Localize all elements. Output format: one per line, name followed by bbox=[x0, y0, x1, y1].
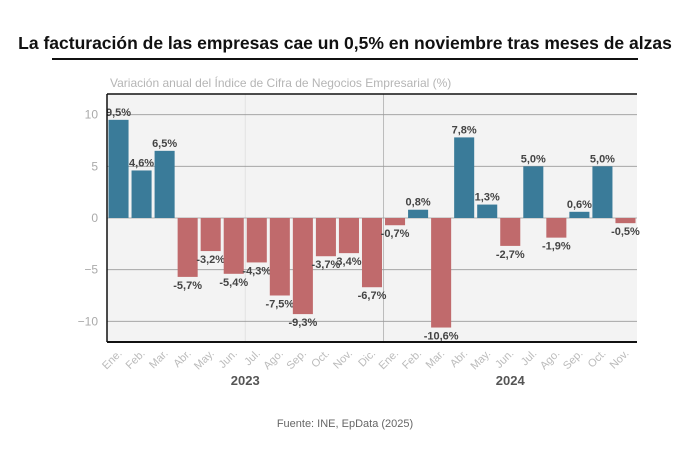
data-label: -5,7% bbox=[173, 280, 202, 292]
x-tick-label: Jun. bbox=[493, 348, 516, 371]
bar bbox=[338, 218, 359, 254]
bar bbox=[246, 218, 267, 263]
data-label: 1,3% bbox=[475, 192, 500, 204]
source-note: Fuente: INE, EpData (2025) bbox=[276, 418, 414, 430]
chart-subtitle: Variación anual del Índice de Cifra de N… bbox=[110, 76, 452, 90]
bar bbox=[408, 209, 429, 218]
y-tick-label: 0 bbox=[91, 211, 98, 225]
x-tick-label: Abr. bbox=[171, 348, 193, 370]
x-tick-label: Mar. bbox=[147, 348, 171, 372]
bar bbox=[108, 119, 129, 218]
data-label: 0,8% bbox=[406, 197, 431, 209]
bar bbox=[500, 218, 521, 246]
x-tick-label: Ago. bbox=[538, 348, 562, 372]
bar bbox=[523, 166, 544, 218]
bar bbox=[315, 218, 336, 257]
x-tick-label: Nov. bbox=[331, 348, 355, 372]
x-tick-label: Oct. bbox=[586, 348, 609, 371]
bar bbox=[454, 137, 475, 218]
bar bbox=[477, 204, 498, 218]
x-tick-label: May. bbox=[469, 348, 494, 373]
bar bbox=[569, 211, 590, 218]
bar bbox=[200, 218, 221, 252]
x-tick-label: Ene. bbox=[377, 348, 401, 372]
bar bbox=[361, 218, 383, 288]
x-tick-label: Mar. bbox=[424, 348, 448, 372]
x-tick-label: Jul. bbox=[519, 348, 540, 369]
x-tick-label: May. bbox=[192, 348, 217, 373]
data-label: -10,6% bbox=[424, 331, 459, 343]
y-tick-label: 5 bbox=[91, 159, 98, 173]
data-label: 5,0% bbox=[590, 153, 615, 165]
x-tick-label: Abr. bbox=[448, 348, 470, 370]
x-tick-label: Feb. bbox=[400, 348, 424, 372]
chart-title: La facturación de las empresas cae un 0,… bbox=[18, 33, 672, 53]
x-tick-label: Oct. bbox=[309, 348, 332, 371]
x-tick-label: Sep. bbox=[561, 348, 585, 372]
x-tick-label: Jun. bbox=[217, 348, 240, 371]
y-tick-label: 10 bbox=[85, 108, 99, 122]
year-label: 2023 bbox=[231, 373, 260, 388]
data-label: -3,2% bbox=[196, 254, 225, 266]
bar bbox=[177, 218, 198, 277]
bar bbox=[592, 166, 613, 218]
data-label: -4,3% bbox=[242, 265, 271, 277]
bar bbox=[269, 218, 290, 296]
bar bbox=[154, 150, 175, 218]
data-label: -3,7% bbox=[312, 259, 341, 271]
data-label: -7,5% bbox=[265, 299, 294, 311]
bar bbox=[546, 218, 567, 238]
data-label: 9,5% bbox=[106, 107, 131, 119]
x-tick-label: Feb. bbox=[124, 348, 148, 372]
x-tick-label: Ene. bbox=[100, 348, 124, 372]
data-label: 4,6% bbox=[129, 157, 154, 169]
x-tick-label: Sep. bbox=[284, 348, 308, 372]
x-tick-label: Dic. bbox=[356, 348, 378, 370]
bar bbox=[615, 218, 636, 224]
data-label: 5,0% bbox=[521, 153, 546, 165]
data-label: -1,9% bbox=[542, 241, 571, 253]
data-label: 0,6% bbox=[567, 199, 592, 211]
x-tick-label: Ago. bbox=[261, 348, 285, 372]
data-label: 6,5% bbox=[152, 138, 177, 150]
x-tick-label: Jul. bbox=[242, 348, 263, 369]
data-label: -5,4% bbox=[219, 277, 248, 289]
bar bbox=[385, 218, 406, 226]
data-label: -2,7% bbox=[496, 249, 525, 261]
x-tick-label: Nov. bbox=[608, 348, 632, 372]
data-label: 3,4% bbox=[336, 256, 361, 268]
bar bbox=[431, 218, 452, 328]
data-label: -6,7% bbox=[358, 290, 387, 302]
y-tick-label: −5 bbox=[84, 263, 98, 277]
bar bbox=[223, 218, 244, 274]
data-label: -0,5% bbox=[611, 226, 640, 238]
bar bbox=[292, 218, 313, 315]
bar bbox=[131, 170, 152, 218]
data-label: 7,8% bbox=[452, 124, 477, 136]
data-label: -9,3% bbox=[288, 317, 317, 329]
y-tick-label: −10 bbox=[78, 314, 99, 328]
year-label: 2024 bbox=[496, 373, 526, 388]
title-rule bbox=[52, 58, 638, 60]
data-label: -0,7% bbox=[381, 228, 410, 240]
